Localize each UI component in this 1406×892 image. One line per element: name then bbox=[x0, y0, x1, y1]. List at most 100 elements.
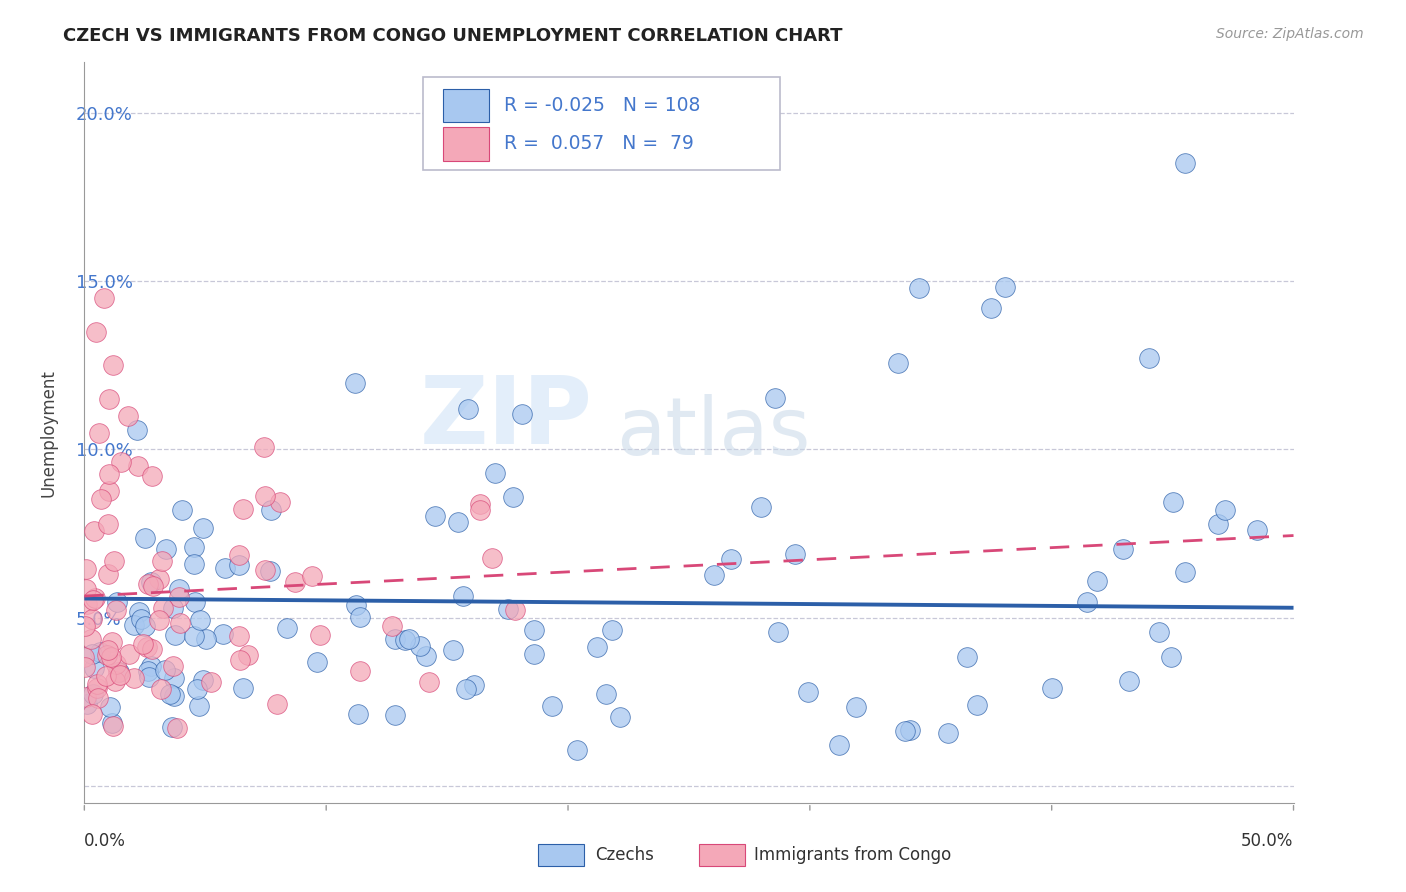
Point bbox=[138, 670, 160, 684]
Point bbox=[229, 652, 252, 666]
Point bbox=[457, 401, 479, 416]
FancyBboxPatch shape bbox=[423, 78, 780, 169]
Point bbox=[160, 720, 183, 734]
Point bbox=[162, 659, 184, 673]
Point bbox=[763, 391, 786, 405]
Point bbox=[470, 497, 492, 511]
Point bbox=[134, 619, 156, 633]
Point bbox=[595, 687, 617, 701]
Point bbox=[105, 595, 128, 609]
Point bbox=[73, 619, 96, 633]
Point bbox=[344, 376, 367, 390]
Point bbox=[82, 688, 104, 702]
Point bbox=[214, 561, 236, 575]
Point bbox=[523, 623, 546, 637]
Point bbox=[169, 615, 191, 630]
Point bbox=[183, 629, 205, 643]
Point bbox=[384, 707, 406, 722]
Point bbox=[80, 632, 103, 646]
Point bbox=[75, 562, 97, 576]
Point bbox=[284, 575, 307, 590]
Point bbox=[127, 459, 149, 474]
Point bbox=[1161, 494, 1184, 508]
Point bbox=[188, 698, 211, 713]
Point bbox=[609, 709, 631, 723]
Point bbox=[301, 568, 323, 582]
Point bbox=[600, 624, 623, 638]
Point bbox=[1149, 625, 1171, 640]
Point bbox=[150, 554, 173, 568]
Text: Unemployment: Unemployment bbox=[39, 368, 58, 497]
Point bbox=[456, 681, 478, 696]
Point bbox=[107, 665, 129, 679]
Point bbox=[191, 521, 214, 535]
Point bbox=[418, 674, 440, 689]
Point bbox=[254, 563, 277, 577]
Point bbox=[228, 558, 250, 572]
Point bbox=[828, 739, 851, 753]
Point bbox=[132, 636, 155, 650]
Point bbox=[349, 610, 371, 624]
Point bbox=[266, 697, 288, 711]
Point bbox=[966, 698, 988, 712]
Point bbox=[269, 494, 291, 508]
Point bbox=[184, 595, 207, 609]
Point bbox=[167, 590, 190, 604]
Point bbox=[96, 648, 118, 662]
Point bbox=[167, 582, 190, 596]
Point bbox=[155, 542, 177, 557]
Point bbox=[381, 619, 404, 633]
Point bbox=[409, 640, 432, 654]
Point bbox=[496, 601, 519, 615]
Point bbox=[97, 516, 120, 531]
Point bbox=[541, 699, 564, 714]
Point bbox=[103, 554, 125, 568]
Point bbox=[90, 491, 112, 506]
Point bbox=[134, 531, 156, 545]
Point bbox=[394, 632, 416, 647]
Point bbox=[783, 547, 806, 561]
Point bbox=[97, 467, 120, 482]
Point bbox=[142, 579, 165, 593]
Point bbox=[122, 671, 145, 685]
Point bbox=[886, 356, 908, 370]
Point bbox=[162, 601, 184, 615]
Point bbox=[76, 597, 98, 611]
Point bbox=[166, 721, 188, 735]
Point bbox=[236, 648, 259, 662]
Point bbox=[163, 671, 186, 685]
Point bbox=[104, 674, 127, 689]
Point bbox=[165, 628, 187, 642]
Point bbox=[101, 716, 124, 731]
Point bbox=[200, 675, 222, 690]
Point bbox=[89, 645, 111, 659]
Point bbox=[1174, 156, 1197, 170]
Point bbox=[73, 650, 96, 665]
Point bbox=[720, 552, 742, 566]
Point bbox=[101, 635, 124, 649]
Point bbox=[1085, 574, 1108, 588]
Point bbox=[309, 628, 332, 642]
Point bbox=[1076, 594, 1098, 608]
Point bbox=[149, 681, 172, 696]
Point bbox=[129, 612, 152, 626]
Point bbox=[384, 632, 406, 647]
Point bbox=[898, 723, 921, 737]
Point bbox=[82, 612, 104, 626]
Point bbox=[1246, 524, 1268, 538]
FancyBboxPatch shape bbox=[538, 844, 583, 866]
Point bbox=[1111, 541, 1133, 556]
Text: Czechs: Czechs bbox=[595, 846, 654, 863]
Point bbox=[751, 500, 773, 514]
Point bbox=[141, 642, 163, 657]
Text: Source: ZipAtlas.com: Source: ZipAtlas.com bbox=[1216, 27, 1364, 41]
Point bbox=[136, 665, 159, 679]
Point bbox=[83, 661, 105, 675]
Point bbox=[105, 603, 128, 617]
Point bbox=[155, 663, 177, 677]
Point bbox=[159, 687, 181, 701]
Point bbox=[97, 567, 120, 582]
Point bbox=[76, 582, 98, 596]
Point bbox=[86, 681, 108, 695]
Point bbox=[425, 508, 447, 523]
